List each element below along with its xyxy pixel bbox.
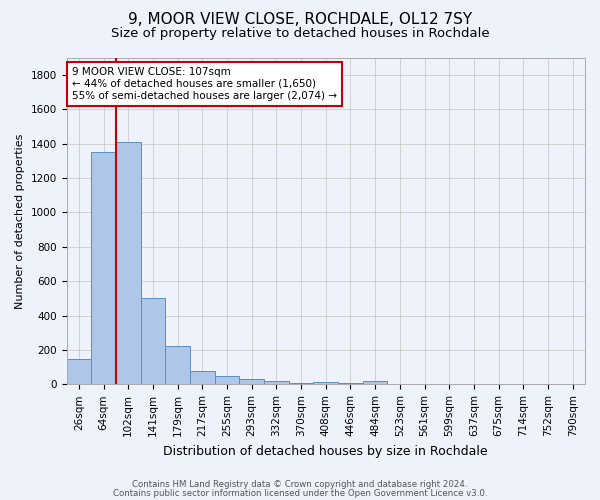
X-axis label: Distribution of detached houses by size in Rochdale: Distribution of detached houses by size … — [163, 444, 488, 458]
Y-axis label: Number of detached properties: Number of detached properties — [15, 133, 25, 308]
Bar — [140, 298, 165, 384]
Text: 9 MOOR VIEW CLOSE: 107sqm
← 44% of detached houses are smaller (1,650)
55% of se: 9 MOOR VIEW CLOSE: 107sqm ← 44% of detac… — [72, 68, 337, 100]
Bar — [338, 383, 363, 384]
Text: Contains public sector information licensed under the Open Government Licence v3: Contains public sector information licen… — [113, 489, 487, 498]
Bar — [91, 152, 116, 384]
Bar — [239, 379, 264, 384]
Bar — [313, 382, 338, 384]
Text: Contains HM Land Registry data © Crown copyright and database right 2024.: Contains HM Land Registry data © Crown c… — [132, 480, 468, 489]
Bar — [264, 381, 289, 384]
Bar — [67, 360, 91, 384]
Bar — [190, 370, 215, 384]
Bar — [289, 382, 313, 384]
Bar — [215, 376, 239, 384]
Bar — [116, 142, 140, 384]
Text: 9, MOOR VIEW CLOSE, ROCHDALE, OL12 7SY: 9, MOOR VIEW CLOSE, ROCHDALE, OL12 7SY — [128, 12, 472, 28]
Text: Size of property relative to detached houses in Rochdale: Size of property relative to detached ho… — [110, 28, 490, 40]
Bar — [363, 381, 388, 384]
Bar — [165, 346, 190, 385]
